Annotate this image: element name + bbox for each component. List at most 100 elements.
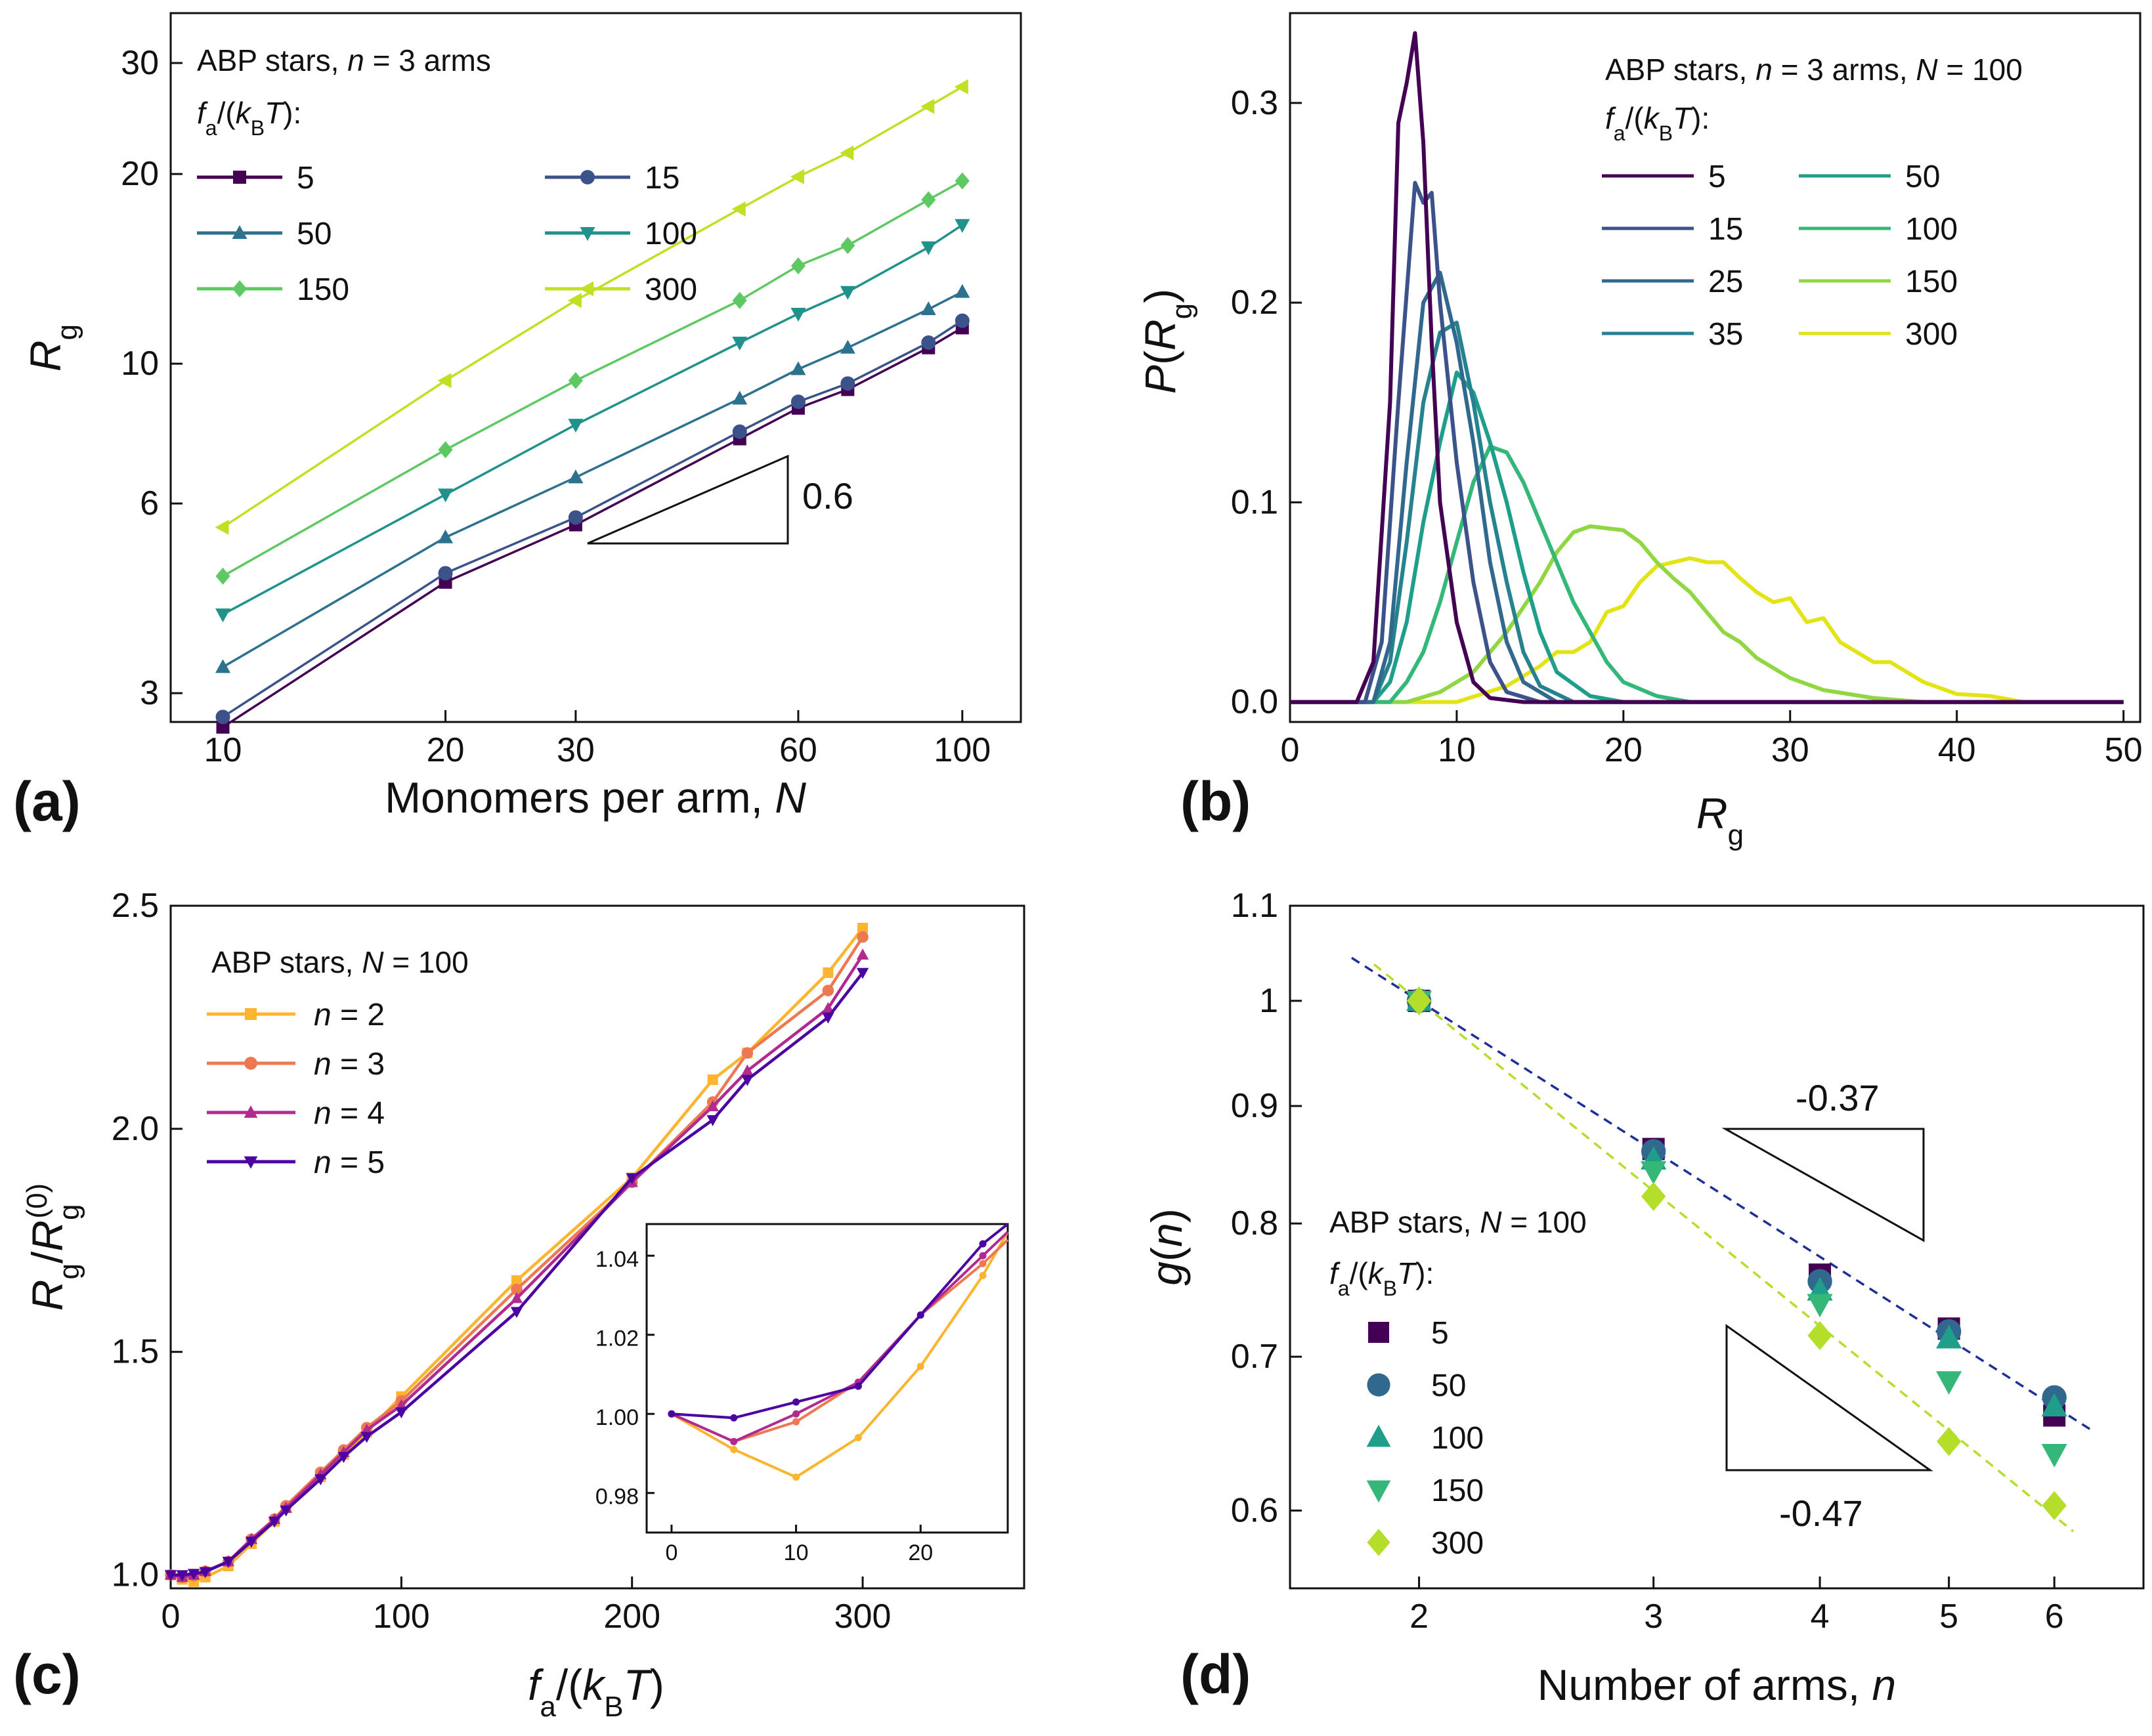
panel-c-point-n5 <box>280 1505 292 1517</box>
panel-a-point-300 <box>567 293 582 308</box>
panel-d-legend-marker-150 <box>1366 1480 1391 1503</box>
panel-d-legend: 5 50 100 150 300 <box>1366 1316 1484 1561</box>
panel-a-frame <box>169 12 1022 723</box>
panel-c-legend-item-n2-label: n = 2 <box>314 998 385 1032</box>
panel-d-point-150 <box>1936 1371 1962 1395</box>
panel-a-point-100 <box>438 488 454 503</box>
panel-c-inset-point <box>979 1252 987 1260</box>
panel-c-inset-point <box>979 1260 987 1267</box>
panel-c-inset-ytick-label: 1.00 <box>595 1405 639 1430</box>
panel-c-point-n5 <box>268 1516 281 1528</box>
panel-c-point-n5 <box>164 1570 177 1582</box>
panel-a-ticks: 10 20 30 60 100 3 6 10 20 30 <box>121 44 991 769</box>
panel-b-legend-item-5-label: 5 <box>1708 159 1726 194</box>
panel-c-inset-point <box>668 1410 676 1418</box>
panel-d-slope-label-upper: -0.37 <box>1796 1077 1880 1118</box>
panel-c-inset-xtick-label: 10 <box>784 1540 809 1565</box>
panel-a-point-150 <box>732 291 747 309</box>
panel-c-point-n4 <box>822 1002 834 1013</box>
panel-c-inset-point <box>854 1433 862 1441</box>
panel-b-xtick-label: 10 <box>1438 731 1476 769</box>
panel-c-point-n5 <box>706 1115 719 1126</box>
panel-a-slope-label: 0.6 <box>802 475 853 517</box>
panel-a-point-100 <box>955 219 970 233</box>
panel-c-legend-item-n5-label: n = 5 <box>314 1145 385 1180</box>
panel-a-series-line-15 <box>222 320 963 718</box>
panel-a-point-50 <box>438 529 454 543</box>
panel-c-inset-point <box>730 1414 738 1422</box>
panel-c-xtick-label: 200 <box>603 1598 660 1636</box>
panel-b-xtick-label: 20 <box>1604 731 1643 769</box>
panel-b-series-line-50 <box>1290 370 2124 704</box>
panel-d-point-150 <box>1807 1294 1833 1318</box>
panel-c-point-n5 <box>199 1567 211 1578</box>
panel-d-legend-marker-100 <box>1366 1424 1391 1447</box>
panel-b-legend-subtitle: fa/(kBT): <box>1605 101 1710 145</box>
panel-c-inset-point <box>792 1418 800 1426</box>
panel-d-ytick-label: 0.6 <box>1231 1491 1278 1529</box>
panel-c-inset-ytick-label: 1.04 <box>595 1247 639 1272</box>
panel-b-xtick-label: 0 <box>1281 731 1300 769</box>
panel-d-point-300 <box>1641 1181 1666 1211</box>
panel-a-point-15 <box>215 709 230 725</box>
panel-b-legend-item-15-label: 15 <box>1708 212 1743 247</box>
panel-a-ytick-label: 20 <box>121 155 159 193</box>
panel-c-ytick-label: 2.0 <box>112 1110 159 1148</box>
panel-b-label: (b) <box>1180 771 1251 832</box>
panel-d-xtick-label: 3 <box>1644 1598 1663 1636</box>
panel-a-label: (a) <box>13 771 81 832</box>
panel-d-point-300 <box>1406 986 1432 1015</box>
panel-a-ytick-label: 10 <box>121 345 159 383</box>
panel-d-ytick-label: 0.9 <box>1231 1087 1278 1125</box>
panel-a-point-15 <box>732 424 747 439</box>
panel-a-point-100 <box>732 336 748 350</box>
panel-a-xtick-label: 30 <box>557 731 595 769</box>
panel-d-ytick-label: 0.8 <box>1231 1204 1278 1242</box>
panel-c-inset-point <box>792 1473 800 1481</box>
panel-a-point-150 <box>790 257 806 274</box>
panel-c-point-n5 <box>822 1012 834 1024</box>
panel-d-xtick-label: 6 <box>2045 1598 2064 1636</box>
panel-c-point-n3 <box>822 984 834 996</box>
panel-a-series-line-150 <box>222 180 963 578</box>
panel-a-legend-item-150-marker <box>232 280 247 297</box>
panel-a-point-100 <box>790 308 806 322</box>
panel-d-ticks: 2 3 4 5 6 0.6 0.7 0.8 0.9 1 1.1 <box>1231 887 2064 1636</box>
panel-b-ytick-label: 0.2 <box>1231 284 1278 322</box>
panel-c-inset-series-line <box>671 1231 1009 1443</box>
panel-c-inset-xtick-label: 0 <box>665 1540 678 1565</box>
panel-c-point-n4 <box>741 1064 754 1076</box>
panel-a-point-15 <box>955 313 970 328</box>
panel-a-legend-item-300-marker <box>580 281 593 297</box>
panel-c-legend-item-n2-marker <box>245 1008 257 1020</box>
panel-a-legend-item-5-marker <box>233 171 246 184</box>
panel-a-point-300 <box>840 145 854 161</box>
panel-a-slope-triangle <box>587 454 789 545</box>
panel-c-point-n2 <box>823 967 834 978</box>
panel-c-point-n2 <box>857 922 869 933</box>
panel-c-inset-xtick-label: 20 <box>908 1540 933 1565</box>
panel-c-label: (c) <box>13 1643 81 1705</box>
panel-c-xlabel: fa/(kBT) <box>528 1661 664 1723</box>
panel-d-slope-label-lower: -0.47 <box>1779 1493 1863 1534</box>
panel-c-frame <box>169 904 1025 1590</box>
panel-d-legend-subtitle: fa/(kBT): <box>1329 1256 1434 1300</box>
panel-c-ylabel: Rg/Rg(0) <box>21 1183 85 1311</box>
panel-c-legend-item-n4-label: n = 4 <box>314 1096 385 1131</box>
panel-a-point-50 <box>920 301 936 316</box>
panel-c-inset-point <box>792 1410 800 1418</box>
panel-c-inset: 0 10 20 0.98 1.00 1.02 1.04 <box>595 1223 1009 1565</box>
panel-b-series-line-100 <box>1290 444 2124 704</box>
panel-b-legend-item-300-label: 300 <box>1905 317 1958 352</box>
panel-a-xlabel: Monomers per arm, N <box>385 773 806 822</box>
panel-d-point-100 <box>2041 1393 2067 1417</box>
panel-a-point-150 <box>840 237 855 255</box>
panel-c-xtick-label: 0 <box>161 1598 181 1636</box>
panel-b-xtick-label: 30 <box>1771 731 1809 769</box>
panel-a-ytick-label: 3 <box>140 674 159 712</box>
panel-c-point-n5 <box>510 1307 523 1319</box>
panel-c-inset-frame <box>645 1223 1009 1534</box>
panel-b-series-line-300 <box>1290 556 2124 704</box>
